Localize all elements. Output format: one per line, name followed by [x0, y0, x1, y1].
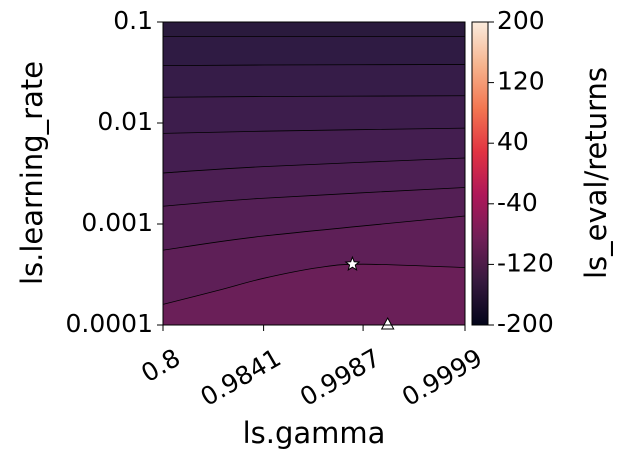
colorbar-tick-label: -40	[497, 188, 538, 217]
contour-line	[163, 215, 465, 251]
y-tick-label: 0.001	[81, 208, 153, 237]
colorbar-tick-label: -200	[497, 309, 554, 338]
x-tick-label: 0.9987	[295, 343, 385, 412]
plot-frame	[162, 21, 466, 326]
marker	[344, 255, 361, 271]
contour-line	[163, 263, 465, 305]
x-axis-label: ls.gamma	[243, 416, 386, 450]
x-tick-label: 0.9999	[397, 343, 487, 412]
x-tick-label: 0.8	[136, 343, 185, 388]
colorbar-tick-label: 200	[497, 6, 545, 35]
y-tick-label: 0.0001	[66, 309, 153, 338]
marker	[380, 316, 395, 330]
x-tick-label: 0.9841	[196, 343, 286, 412]
contour-line	[163, 95, 465, 98]
colorbar-tick-label: -120	[497, 248, 554, 277]
y-tick-label: 0.1	[113, 6, 153, 35]
contour-line	[163, 187, 465, 207]
colorbar-tick-label: 40	[497, 127, 529, 156]
contour-line	[163, 64, 465, 67]
y-axis-label: ls.learning_rate	[15, 61, 49, 285]
colorbar-tick-label: 120	[497, 67, 545, 96]
contour-line	[163, 157, 465, 174]
colorbar-label: ls_eval/returns	[579, 67, 613, 279]
contour-line	[163, 127, 465, 134]
plot-area	[163, 22, 465, 325]
y-tick-label: 0.01	[97, 107, 153, 136]
colorbar	[471, 21, 489, 326]
contour-band	[163, 264, 465, 325]
